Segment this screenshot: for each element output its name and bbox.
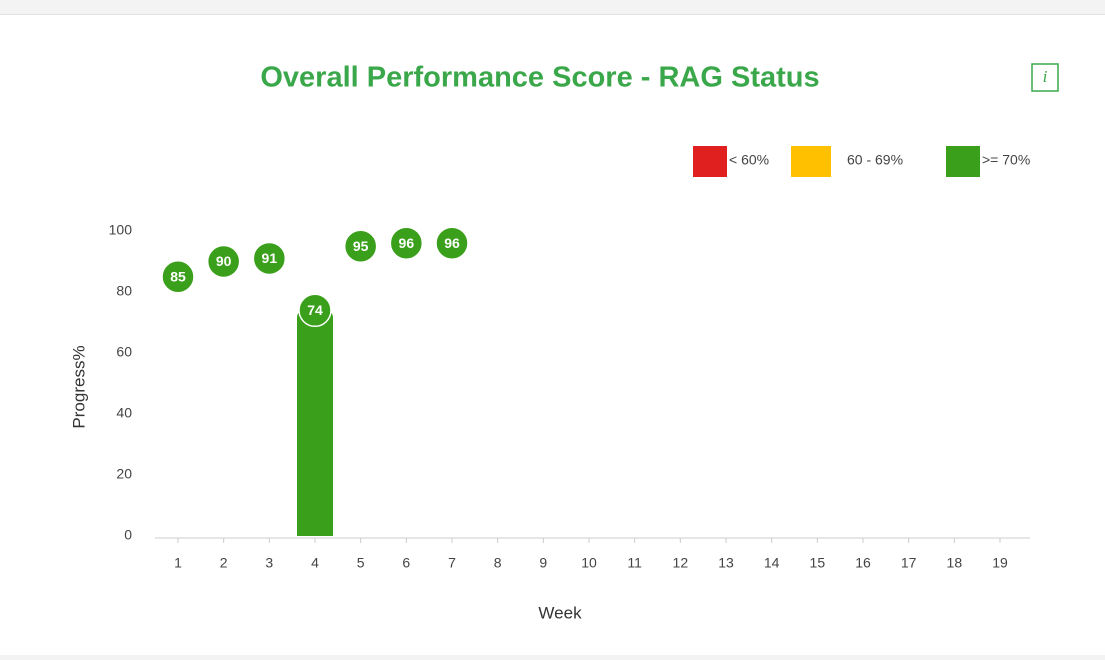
y-tick-label: 100 [109,222,133,238]
point [343,229,378,263]
x-tick-label: 7 [448,555,456,571]
data-label: 96 [444,235,460,251]
y-tick-label: 0 [124,527,132,543]
x-tick-label: 14 [764,555,780,571]
point [252,241,287,276]
data-label: 91 [262,250,278,266]
data-label: 85 [170,268,186,284]
chart: Overall Performance Score - RAG Status i… [69,62,1059,622]
legend-label: >= 70% [982,152,1030,168]
x-tick-label: 17 [901,555,917,571]
bar [297,310,333,536]
point [161,260,195,294]
y-tick-label: 80 [116,283,132,299]
point [435,226,469,260]
x-tick-label: 15 [810,555,826,571]
y-axis-label: Progress% [69,345,88,428]
y-tick-label: 40 [116,405,132,421]
x-tick-label: 9 [539,555,547,571]
x-tick-label: 11 [627,555,642,571]
x-tick-label: 13 [718,555,734,571]
legend-swatch [693,146,727,177]
y-tick-label: 20 [116,466,132,482]
data-label: 95 [353,238,369,254]
x-tick-label: 2 [220,555,228,571]
info-icon-text[interactable]: i [1043,67,1048,86]
chart-title: Overall Performance Score - RAG Status [260,62,819,94]
info-icon[interactable] [1031,63,1059,92]
legend-label: 60 - 69% [847,152,903,168]
point [389,226,424,260]
x-tick-label: 16 [855,555,871,571]
data-label: 90 [216,253,232,269]
x-tick-label: 1 [174,555,182,571]
x-tick-label: 10 [581,555,597,571]
x-tick-label: 18 [947,555,963,571]
x-tick-label: 8 [494,555,502,571]
legend-label: < 60% [729,152,769,168]
legend-swatch [791,146,831,177]
data-label: 96 [399,235,415,251]
x-tick-label: 6 [402,555,410,571]
x-tick-label: 3 [265,555,273,571]
x-tick-label: 4 [311,555,319,571]
point [206,244,241,279]
x-axis-label: Week [538,603,582,622]
point [298,293,332,328]
x-tick-label: 5 [357,555,365,571]
x-tick-label: 12 [673,555,689,571]
chart-card: Overall Performance Score - RAG Status i… [0,14,1105,655]
data-label: 74 [307,302,323,318]
x-tick-label: 19 [992,555,1008,571]
y-tick-label: 60 [116,344,132,360]
legend-swatch [946,146,980,177]
